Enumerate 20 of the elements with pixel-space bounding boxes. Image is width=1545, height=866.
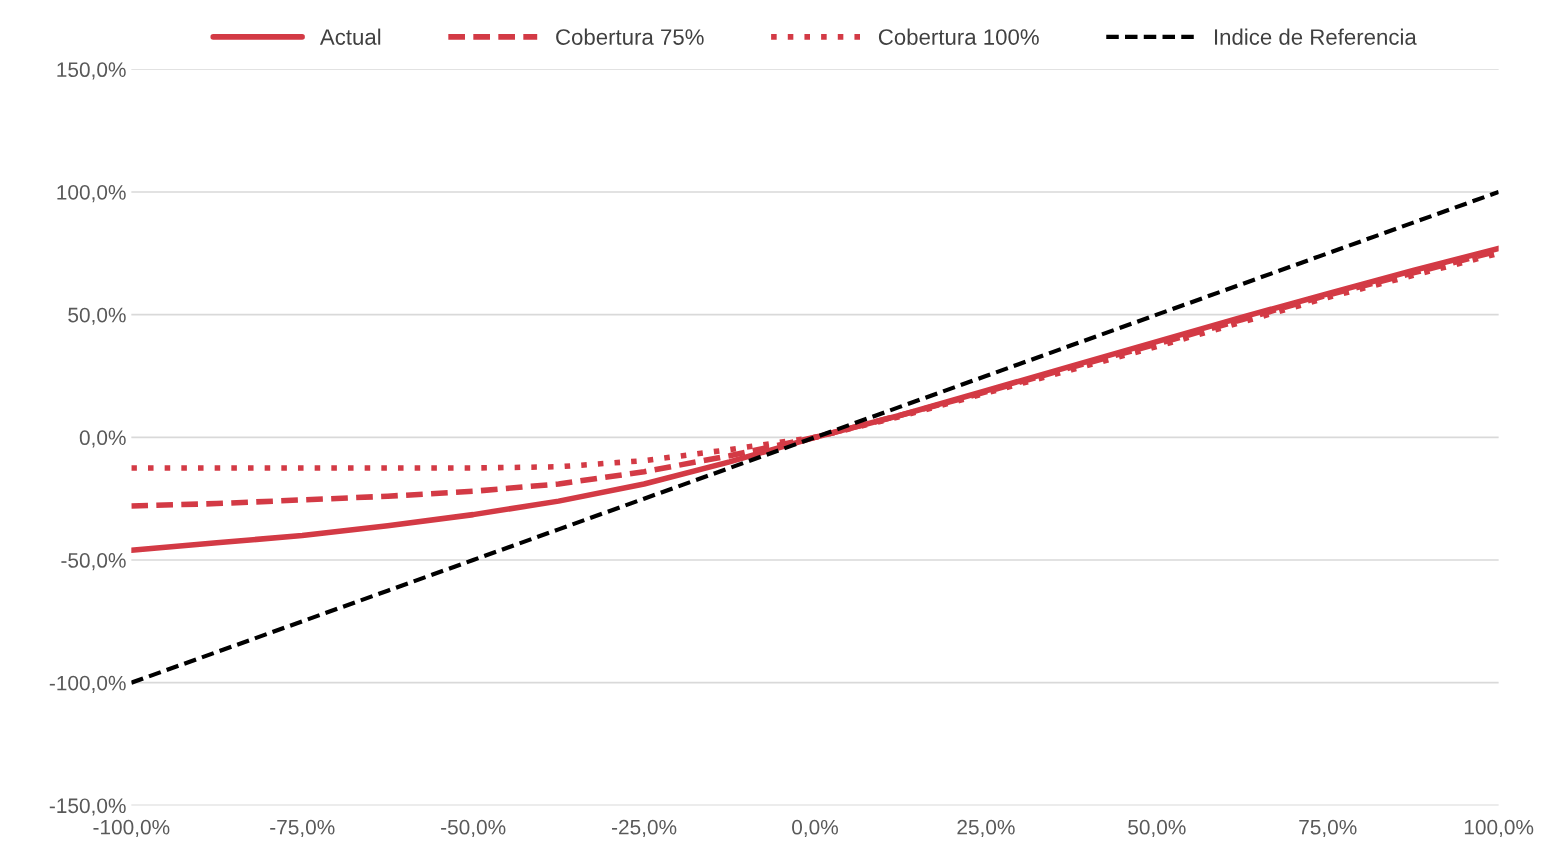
x-tick-label: 0,0% (792, 819, 838, 838)
y-tick-label: 50,0% (68, 307, 126, 325)
legend-label: Indice de Referencia (1214, 28, 1417, 45)
y-tick-label: -50,0% (61, 553, 126, 571)
legend-label: Cobertura 75% (556, 28, 704, 45)
x-tick-label: 50,0% (1128, 819, 1186, 838)
y-tick-label: 100,0% (57, 184, 126, 203)
x-tick-label: -75,0% (270, 819, 335, 838)
y-tick-label: -100,0% (49, 675, 126, 693)
legend-label: Cobertura 100% (878, 28, 1039, 45)
x-tick-label: 100,0% (1464, 819, 1534, 838)
x-tick-label: 25,0% (957, 819, 1015, 838)
y-tick-label: 150,0% (57, 62, 126, 80)
legend-label: Actual (319, 28, 381, 45)
x-tick-label: -100,0% (93, 819, 170, 838)
y-tick-label: -150,0% (49, 798, 126, 816)
x-tick-label: -50,0% (441, 819, 506, 838)
y-tick-label: 0,0% (79, 430, 126, 448)
x-tick-label: -25,0% (611, 819, 677, 838)
x-tick-label: 75,0% (1299, 819, 1357, 838)
